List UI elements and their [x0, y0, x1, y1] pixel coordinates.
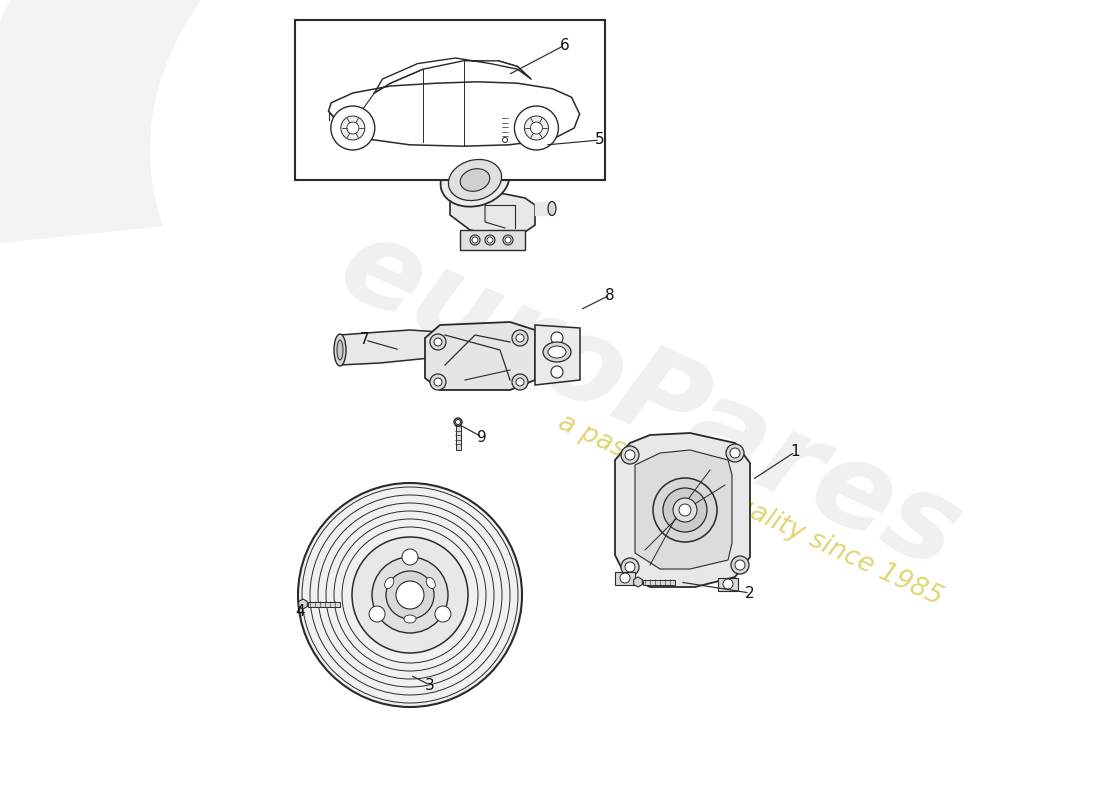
- Ellipse shape: [460, 169, 490, 191]
- Polygon shape: [460, 230, 525, 250]
- Circle shape: [621, 558, 639, 576]
- Ellipse shape: [385, 578, 394, 589]
- Ellipse shape: [404, 615, 416, 623]
- Polygon shape: [425, 322, 535, 390]
- Polygon shape: [644, 579, 675, 585]
- Circle shape: [505, 237, 512, 243]
- Circle shape: [485, 235, 495, 245]
- Circle shape: [331, 106, 375, 150]
- Ellipse shape: [337, 340, 343, 360]
- Polygon shape: [615, 433, 750, 587]
- Circle shape: [723, 579, 733, 589]
- Circle shape: [346, 122, 359, 134]
- Polygon shape: [635, 450, 732, 569]
- Circle shape: [625, 450, 635, 460]
- Circle shape: [352, 537, 468, 653]
- Circle shape: [621, 446, 639, 464]
- Circle shape: [402, 549, 418, 565]
- Polygon shape: [634, 577, 642, 587]
- Polygon shape: [503, 112, 507, 140]
- Polygon shape: [718, 578, 738, 591]
- Circle shape: [503, 235, 513, 245]
- Polygon shape: [450, 190, 535, 235]
- Circle shape: [625, 562, 635, 572]
- Ellipse shape: [440, 154, 509, 206]
- Circle shape: [516, 378, 524, 386]
- Circle shape: [512, 374, 528, 390]
- Circle shape: [341, 116, 365, 140]
- Circle shape: [430, 374, 446, 390]
- Text: 4: 4: [295, 605, 305, 619]
- Circle shape: [551, 349, 563, 361]
- Ellipse shape: [500, 136, 509, 144]
- Circle shape: [434, 606, 451, 622]
- Circle shape: [730, 448, 740, 458]
- Text: 6: 6: [560, 38, 570, 53]
- Circle shape: [653, 478, 717, 542]
- Polygon shape: [329, 82, 580, 146]
- Circle shape: [487, 237, 493, 243]
- Ellipse shape: [449, 159, 502, 201]
- Polygon shape: [455, 422, 461, 450]
- Ellipse shape: [426, 578, 436, 589]
- Ellipse shape: [543, 342, 571, 362]
- Circle shape: [726, 444, 744, 462]
- Text: 3: 3: [425, 678, 435, 693]
- Polygon shape: [0, 0, 1100, 245]
- Circle shape: [516, 334, 524, 342]
- Text: 1: 1: [790, 445, 800, 459]
- Ellipse shape: [455, 419, 461, 425]
- Circle shape: [663, 488, 707, 532]
- Circle shape: [525, 116, 549, 140]
- Ellipse shape: [454, 418, 462, 426]
- Polygon shape: [308, 602, 340, 606]
- Polygon shape: [615, 572, 635, 585]
- Circle shape: [732, 556, 749, 574]
- Circle shape: [551, 366, 563, 378]
- Polygon shape: [299, 599, 307, 609]
- Circle shape: [673, 498, 697, 522]
- Text: euroPares: euroPares: [322, 206, 978, 594]
- Circle shape: [679, 504, 691, 516]
- Polygon shape: [535, 325, 580, 385]
- Circle shape: [386, 571, 434, 619]
- Text: 7: 7: [360, 333, 370, 347]
- Circle shape: [472, 237, 478, 243]
- Circle shape: [470, 235, 480, 245]
- Ellipse shape: [548, 202, 556, 215]
- Circle shape: [298, 483, 522, 707]
- Circle shape: [735, 560, 745, 570]
- Text: a passion for quality since 1985: a passion for quality since 1985: [553, 410, 946, 610]
- Circle shape: [551, 332, 563, 344]
- Circle shape: [512, 330, 528, 346]
- Circle shape: [434, 338, 442, 346]
- Circle shape: [396, 581, 424, 609]
- Text: 8: 8: [605, 287, 615, 302]
- Text: 9: 9: [477, 430, 487, 445]
- Circle shape: [515, 106, 559, 150]
- Ellipse shape: [334, 334, 346, 366]
- Ellipse shape: [503, 138, 507, 142]
- Circle shape: [430, 334, 446, 350]
- Text: 2: 2: [745, 586, 755, 601]
- Circle shape: [372, 557, 448, 633]
- Bar: [295, 20, 605, 180]
- Circle shape: [434, 378, 442, 386]
- Circle shape: [620, 573, 630, 583]
- Polygon shape: [340, 330, 440, 365]
- Circle shape: [530, 122, 542, 134]
- Ellipse shape: [548, 346, 566, 358]
- Circle shape: [370, 606, 385, 622]
- Text: 5: 5: [595, 133, 605, 147]
